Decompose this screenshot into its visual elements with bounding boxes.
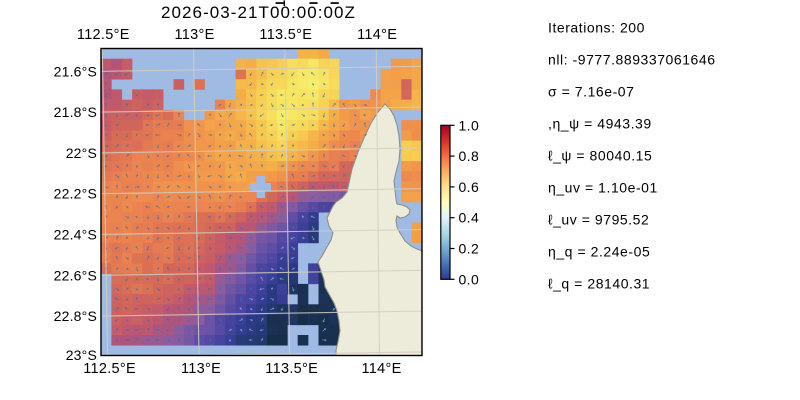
svg-text:113°E: 113°E — [174, 27, 214, 43]
svg-text:,η_ψ = 4943.39: ,η_ψ = 4943.39 — [548, 116, 652, 132]
svg-text:22.4°S: 22.4°S — [54, 227, 97, 243]
svg-text:112.5°E: 112.5°E — [83, 361, 136, 377]
svg-text:114°E: 114°E — [361, 361, 401, 377]
svg-text:113.5°E: 113.5°E — [265, 361, 318, 377]
svg-text:nll: -9777.889337061646: nll: -9777.889337061646 — [548, 52, 716, 68]
svg-text:114°E: 114°E — [357, 27, 397, 43]
svg-text:113°E: 113°E — [181, 361, 221, 377]
svg-text:Iterations: 200: Iterations: 200 — [548, 20, 645, 36]
svg-text:22.8°S: 22.8°S — [54, 308, 97, 324]
svg-text:112.5°E: 112.5°E — [77, 27, 130, 43]
svg-text:22°S: 22°S — [66, 145, 97, 161]
svg-text:ℓ_ψ = 80040.15: ℓ_ψ = 80040.15 — [548, 148, 652, 164]
svg-text:0.6: 0.6 — [459, 179, 480, 195]
svg-text:21.6°S: 21.6°S — [54, 63, 97, 79]
svg-text:1.0: 1.0 — [459, 117, 480, 133]
svg-text:22.6°S: 22.6°S — [54, 267, 97, 283]
svg-text:η_uv = 1.10e-01: η_uv = 1.10e-01 — [548, 180, 658, 196]
svg-text:ℓ_uv = 9795.52: ℓ_uv = 9795.52 — [548, 212, 649, 228]
svg-text:ℓ_q = 28140.31: ℓ_q = 28140.31 — [548, 276, 650, 292]
svg-text:η_q = 2.24e-05: η_q = 2.24e-05 — [548, 244, 650, 260]
svg-text:σ = 7.16e-07: σ = 7.16e-07 — [548, 84, 634, 100]
svg-text:0.8: 0.8 — [459, 148, 480, 164]
svg-text:23°S: 23°S — [66, 347, 97, 363]
svg-text:0.0: 0.0 — [459, 271, 480, 287]
svg-text:0.2: 0.2 — [459, 241, 480, 257]
svg-text:113.5°E: 113.5°E — [259, 27, 312, 43]
svg-text:22.2°S: 22.2°S — [54, 186, 97, 202]
svg-text:0.4: 0.4 — [459, 210, 480, 226]
svg-text:2026-03-21T00:00:00Z: 2026-03-21T00:00:00Z — [161, 3, 356, 22]
svg-text:21.8°S: 21.8°S — [54, 104, 97, 120]
